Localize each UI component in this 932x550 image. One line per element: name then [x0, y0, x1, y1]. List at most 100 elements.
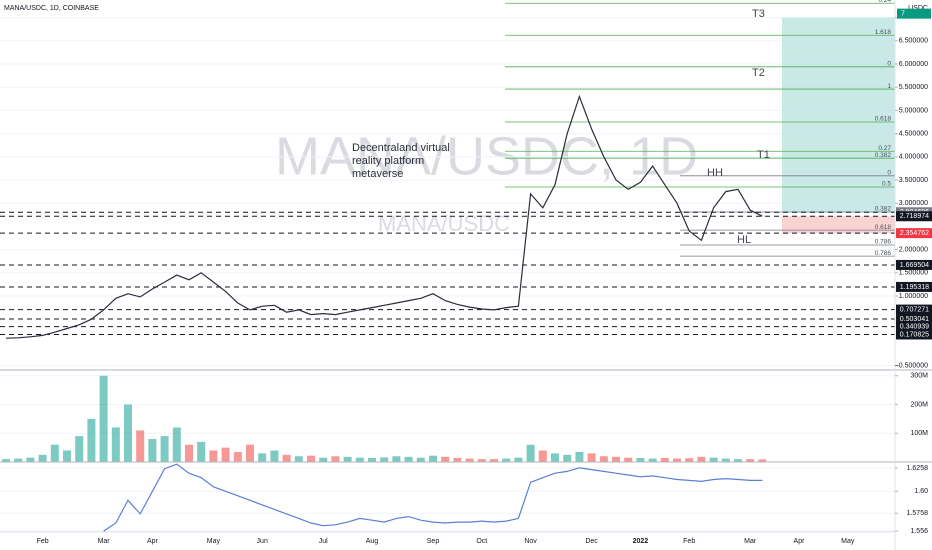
y-tick-label: 4.500000 — [899, 130, 928, 137]
stop-zone — [782, 216, 895, 234]
volume-bar — [587, 453, 596, 462]
pattern-label: HL — [737, 234, 751, 246]
target-label: T2 — [752, 67, 765, 79]
volume-bar — [709, 457, 718, 462]
volume-bar — [246, 444, 254, 462]
volume-bar — [111, 427, 120, 462]
price-label-box — [896, 304, 932, 315]
volume-bar — [465, 458, 474, 462]
y-tick-label: 1.60 — [914, 488, 928, 495]
y-tick-label: 1.500000 — [899, 270, 928, 277]
x-tick-label: May — [207, 538, 221, 545]
volume-bar — [429, 455, 437, 462]
volume-bar — [392, 456, 401, 462]
x-tick-label: Feb — [683, 538, 695, 545]
target-label: T3 — [752, 8, 765, 20]
note-line: metaverse — [352, 168, 403, 180]
plot-layer: 0.241.618010.6180.270.3820.500.3820.6180… — [0, 0, 895, 532]
y-tick-label: 1.556 — [910, 528, 928, 535]
indicator-line — [103, 463, 763, 532]
fib-label: 0.618 — [875, 116, 892, 123]
price-label-box — [896, 329, 932, 340]
volume-bar — [368, 457, 376, 462]
price-label-box — [896, 228, 932, 239]
volume-bar — [514, 457, 523, 462]
y-tick-label: 1.000000 — [899, 293, 928, 300]
pattern-label: HH — [707, 167, 723, 179]
volume-bar — [612, 456, 620, 462]
volume-bar — [673, 458, 681, 462]
current-tick-box — [897, 8, 931, 19]
volume-bar — [38, 454, 47, 462]
volume-bar — [331, 456, 340, 462]
volume-bar — [172, 427, 181, 462]
y-tick-label: 1.6258 — [907, 465, 929, 472]
volume-bar — [148, 439, 157, 462]
volume-bar — [319, 457, 328, 462]
fib-label: 0.382 — [875, 152, 892, 159]
volume-bar — [124, 404, 132, 462]
x-tick-label: Sep — [427, 538, 440, 545]
x-tick-label: Apr — [794, 538, 806, 545]
price-line — [5, 94, 763, 339]
volume-bar — [209, 450, 218, 462]
fib-label: 0.27 — [878, 145, 891, 152]
volume-bar — [575, 451, 584, 462]
x-tick-label: Oct — [476, 538, 487, 545]
volume-bar — [721, 458, 730, 462]
volume-bar — [136, 430, 145, 462]
x-tick-label: Apr — [147, 538, 159, 545]
price-label-box — [896, 314, 932, 325]
volume-bar — [734, 459, 742, 462]
volume-bar — [746, 459, 755, 462]
volume-bar — [233, 451, 242, 462]
price-label: 1.669504 — [900, 262, 929, 269]
y-tick-label: 5.500000 — [899, 84, 928, 91]
fib-label: 0.618 — [875, 224, 892, 231]
price-label: 0.340939 — [900, 323, 929, 330]
volume-bar — [648, 458, 657, 462]
fib-label: 0.24 — [878, 0, 891, 4]
volume-bar — [758, 459, 767, 462]
fib-label: 0 — [887, 170, 891, 177]
axis-unit: USDC — [908, 5, 928, 12]
volume-bar — [477, 459, 486, 462]
y-tick-label: 2.000000 — [899, 246, 928, 253]
target-zone — [782, 17, 895, 213]
volume-bar — [697, 456, 706, 462]
price-label: 0.503041 — [900, 316, 929, 323]
x-tick-label: Aug — [366, 538, 379, 545]
volume-bar — [99, 375, 108, 462]
volume-bar — [2, 459, 10, 462]
watermark: MANA/USDC, 1D — [275, 126, 698, 186]
x-tick-label: Feb — [37, 538, 49, 545]
volume-bar — [660, 457, 669, 462]
fib-label: 0.786 — [875, 250, 892, 257]
price-label-box — [896, 211, 932, 222]
volume-bar — [160, 436, 169, 462]
x-tick-label: May — [841, 538, 855, 545]
volume-bar — [185, 444, 193, 462]
note-line: Decentraland virtual — [352, 142, 450, 154]
fib-label: 0.786 — [875, 239, 892, 246]
volume-bar — [343, 456, 352, 462]
volume-bar — [197, 441, 206, 462]
volume-bar — [14, 458, 23, 462]
y-tick-label: 100M — [910, 430, 928, 437]
x-tick-label: Jul — [319, 538, 328, 545]
volume-bar — [63, 450, 71, 462]
price-label: 2.718974 — [900, 213, 929, 220]
price-label-box — [896, 281, 932, 292]
x-tick-label: 2022 — [633, 538, 649, 545]
price-label-box — [896, 321, 932, 332]
y-tick-label: 3.500000 — [899, 177, 928, 184]
price-label: 0.707271 — [900, 306, 929, 313]
volume-bar — [75, 436, 84, 462]
price-label-box — [896, 259, 932, 270]
y-tick-label: −0.500000 — [895, 362, 928, 369]
x-tick-label: Jun — [257, 538, 268, 545]
price-label: 0.170825 — [900, 331, 929, 338]
volume-bar — [636, 457, 645, 462]
